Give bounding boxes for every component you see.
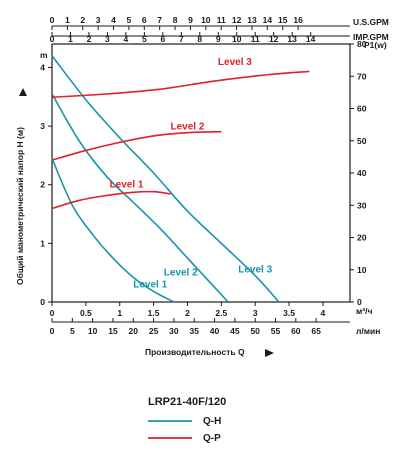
qh-curve-level-2 [51, 93, 229, 303]
qp-level-2-label: Level 2 [171, 121, 205, 132]
x-main-tick-label: 3 [253, 308, 258, 318]
x-main-tick-label: 1 [117, 308, 122, 318]
x-usgpm-tick-label: 12 [232, 15, 242, 25]
x-usgpm-tick-label: 8 [173, 15, 178, 25]
x-main-tick-label: 4 [321, 308, 326, 318]
x-lpm-tick-label: 35 [189, 326, 199, 336]
x-lpm-tick-label: 50 [250, 326, 260, 336]
x-usgpm-tick-label: 9 [188, 15, 193, 25]
x-impgpm-tick-label: 5 [142, 34, 147, 44]
legend-qp-label: Q-P [203, 433, 221, 444]
y-right-tick-label: 60 [357, 104, 367, 114]
x-lpm-tick-label: 0 [50, 326, 55, 336]
x-lpm-unit: л/мин [356, 326, 380, 336]
x-impgpm-tick-label: 8 [197, 34, 202, 44]
x-lpm-tick-label: 15 [108, 326, 118, 336]
y-right-tick-label: 40 [357, 168, 367, 178]
y-axis-arrow-icon [19, 88, 27, 96]
qh-level-1-label: Level 1 [133, 279, 167, 290]
y-right-tick-label: 50 [357, 136, 367, 146]
x-impgpm-tick-label: 12 [269, 34, 279, 44]
x-main-tick-label: 2.5 [215, 308, 227, 318]
x-usgpm-tick-label: 7 [157, 15, 162, 25]
x-usgpm-tick-label: 13 [247, 15, 257, 25]
x-impgpm-unit: IMP.GPM [353, 32, 389, 42]
x-usgpm-tick-label: 14 [263, 15, 273, 25]
x-lpm-tick-label: 40 [210, 326, 220, 336]
x-lpm-tick-label: 20 [129, 326, 139, 336]
y-right-tick-label: 0 [357, 297, 362, 307]
qp-level-3-label: Level 3 [218, 57, 252, 68]
qp-curve-level-1 [51, 190, 171, 210]
ticks-layer: 0 0.5 1 1.5 2 2.5 3 3.5 40 5 10 15 20 25 30 35 40 45 50 55 6… [40, 15, 366, 336]
y-right-tick-label: 10 [357, 265, 367, 275]
x-axis-title: Производительность Q [145, 347, 245, 357]
legend-qh-label: Q-H [203, 416, 221, 427]
y-left-tick-label: 4 [40, 62, 45, 72]
x-lpm-tick-label: 10 [88, 326, 98, 336]
x-impgpm-tick-label: 3 [105, 34, 110, 44]
x-lpm-tick-label: 55 [271, 326, 281, 336]
x-impgpm-tick-label: 7 [179, 34, 184, 44]
x-impgpm-tick-label: 0 [50, 34, 55, 44]
x-main-unit: м³/ч [356, 306, 372, 316]
x-usgpm-tick-label: 10 [201, 15, 211, 25]
y-left-tick-label: 2 [40, 180, 45, 190]
x-impgpm-tick-label: 1 [68, 34, 73, 44]
x-main-tick-label: 0 [50, 308, 55, 318]
x-usgpm-tick-label: 11 [217, 15, 226, 25]
x-usgpm-tick-label: 16 [293, 15, 303, 25]
x-impgpm-tick-label: 10 [232, 34, 242, 44]
x-lpm-tick-label: 45 [230, 326, 240, 336]
qp-curve-level-3 [51, 70, 310, 99]
x-usgpm-tick-label: 0 [50, 15, 55, 25]
x-impgpm-tick-label: 13 [287, 34, 297, 44]
x-usgpm-tick-label: 6 [142, 15, 147, 25]
x-usgpm-tick-label: 4 [111, 15, 116, 25]
qp-level-1-label: Level 1 [110, 180, 144, 191]
y-right-tick-label: 70 [357, 71, 367, 81]
y-left-title: Общий манометрический напор H (м) [15, 127, 25, 285]
y-right-tick-label: 20 [357, 233, 367, 243]
x-axis-arrow-icon [265, 349, 274, 357]
qh-curve-level-3 [51, 55, 280, 303]
x-usgpm-tick-label: 15 [278, 15, 288, 25]
x-impgpm-tick-label: 4 [124, 34, 129, 44]
x-usgpm-tick-label: 2 [80, 15, 85, 25]
x-impgpm-tick-label: 2 [87, 34, 92, 44]
x-impgpm-tick-label: 14 [306, 34, 316, 44]
curves-layer [51, 55, 310, 303]
y-left-unit: m [40, 50, 48, 60]
y-left-tick-label: 3 [40, 121, 45, 131]
qh-curve-level-1 [51, 158, 175, 303]
x-lpm-tick-label: 60 [291, 326, 301, 336]
x-main-tick-label: 1.5 [148, 308, 160, 318]
x-usgpm-tick-label: 5 [127, 15, 132, 25]
x-impgpm-tick-label: 11 [251, 34, 260, 44]
y-right-title: P1(w) [364, 40, 387, 50]
y-left-tick-label: 0 [40, 297, 45, 307]
model-label: LRP21-40F/120 [148, 396, 226, 408]
x-lpm-tick-label: 65 [311, 326, 321, 336]
y-right-tick-label: 30 [357, 200, 367, 210]
x-usgpm-unit: U.S.GPM [353, 17, 389, 27]
x-impgpm-tick-label: 9 [216, 34, 221, 44]
x-usgpm-tick-label: 3 [96, 15, 101, 25]
x-usgpm-tick-label: 1 [65, 15, 70, 25]
x-main-tick-label: 0.5 [80, 308, 92, 318]
x-lpm-tick-label: 30 [169, 326, 179, 336]
y-right-tick-label: 80 [357, 39, 367, 49]
y-left-tick-label: 1 [40, 238, 45, 248]
x-main-tick-label: 3.5 [283, 308, 295, 318]
qh-level-2-label: Level 2 [164, 268, 198, 279]
x-impgpm-tick-label: 6 [160, 34, 165, 44]
qh-level-3-label: Level 3 [238, 265, 272, 276]
qp-curve-level-2 [51, 130, 222, 161]
x-main-tick-label: 2 [185, 308, 190, 318]
x-lpm-tick-label: 25 [149, 326, 159, 336]
x-lpm-tick-label: 5 [70, 326, 75, 336]
